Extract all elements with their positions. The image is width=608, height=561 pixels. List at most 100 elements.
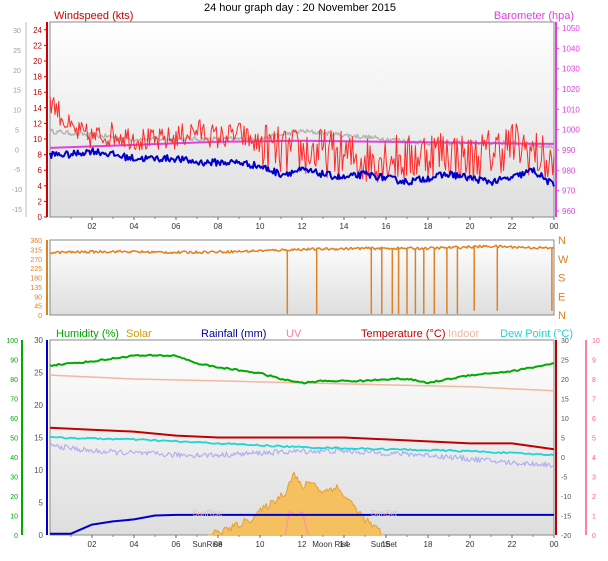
humidity-tick-50: 50 xyxy=(10,436,18,443)
windspeed-tick-2: 2 xyxy=(38,197,43,206)
barometer-axis-title: Barometer (hpa) xyxy=(494,10,574,22)
compass-label-E-3: E xyxy=(558,291,565,303)
p3-xtick-22: 22 xyxy=(508,540,517,549)
legend-humidity: Humidity (%) xyxy=(56,328,119,340)
humidity-tick-0: 0 xyxy=(14,533,18,540)
barometer-tick-1010: 1010 xyxy=(562,105,580,114)
temperature-tick-25: 25 xyxy=(561,358,569,365)
uv-tick-9: 9 xyxy=(592,358,596,365)
temperature-tick-15: 15 xyxy=(561,397,569,404)
direction-tick-315: 315 xyxy=(30,247,42,254)
p3-xtick-14: 14 xyxy=(340,540,349,549)
uv-tick-5: 5 xyxy=(592,436,596,443)
p1-xtick-22: 22 xyxy=(508,222,517,231)
series-rainfall xyxy=(50,513,554,535)
humidity-tick-20: 20 xyxy=(10,494,18,501)
barometer-tick-970: 970 xyxy=(562,187,576,196)
direction-tick-45: 45 xyxy=(34,304,42,311)
rainfall-tick-20: 20 xyxy=(34,401,43,410)
series-temperature xyxy=(49,426,555,451)
weather-axes: 1009080706050403020100302520151050302520… xyxy=(6,336,600,540)
x-axis-panel-1: 02 04 06 08 10 12 14 16 18 20 22 00 xyxy=(70,217,559,231)
windspeed-tick-8: 8 xyxy=(38,151,43,160)
outer-temp-tick-0: 0 xyxy=(15,147,19,154)
sun-label-bottom-1: SunSet xyxy=(371,540,398,549)
outer-temp-axis: 30 25 20 15 10 5 0 -5 -10 -15 xyxy=(12,22,27,217)
p1-xtick-10: 10 xyxy=(256,222,265,231)
barometer-axis: 1050 1040 1030 1020 1010 1000 990 980 970 960 xyxy=(555,22,580,217)
uv-tick-2: 2 xyxy=(592,494,596,501)
p1-xtick-14: 14 xyxy=(340,222,349,231)
windspeed-series xyxy=(49,96,555,187)
p3-xtick-02: 02 xyxy=(88,540,97,549)
legend-solar: Solar xyxy=(126,328,152,340)
p1-xtick-20: 20 xyxy=(466,222,475,231)
series-lavender-trace xyxy=(49,443,555,468)
outer-temp-tick-10: 10 xyxy=(13,108,21,115)
temperature-tick--5: -5 xyxy=(561,475,567,482)
barometer-tick-960: 960 xyxy=(562,207,576,216)
outer-temp-tick--15: -15 xyxy=(12,207,22,214)
temperature-tick-0: 0 xyxy=(561,455,565,462)
series-average-windspeed xyxy=(49,147,555,187)
windspeed-tick-24: 24 xyxy=(33,26,42,35)
rainfall-tick-30: 30 xyxy=(34,336,43,345)
direction-tick-225: 225 xyxy=(30,266,42,273)
windspeed-axis-title: Windspeed (kts) xyxy=(54,10,133,22)
direction-tick-90: 90 xyxy=(34,294,42,301)
p1-xtick-12: 12 xyxy=(298,222,307,231)
windspeed-tick-18: 18 xyxy=(33,73,42,82)
barometer-tick-1040: 1040 xyxy=(562,44,580,53)
chart-title: 24 hour graph day : 20 November 2015 xyxy=(204,2,396,14)
outer-temp-tick--10: -10 xyxy=(12,187,22,194)
humidity-tick-10: 10 xyxy=(10,514,18,521)
temperature-tick--20: -20 xyxy=(561,533,571,540)
compass-label-S-2: S xyxy=(558,273,565,285)
p3-xtick-16: 16 xyxy=(382,540,391,549)
rainfall-tick-10: 10 xyxy=(34,466,43,475)
p1-xtick-06: 06 xyxy=(172,222,181,231)
sun-moon-labels: SunRise SunRise SunSet SunSet Moon Rise xyxy=(192,509,397,549)
barometer-tick-1000: 1000 xyxy=(562,126,580,135)
windspeed-plot-area xyxy=(49,21,555,218)
direction-tick-135: 135 xyxy=(30,285,42,292)
legend-uv: UV xyxy=(286,328,302,340)
series-gust xyxy=(49,96,555,183)
outer-temp-tick-25: 25 xyxy=(13,48,21,55)
compass-label-N-4: N xyxy=(558,310,566,322)
barometer-tick-990: 990 xyxy=(562,146,576,155)
direction-tick-270: 270 xyxy=(30,257,42,264)
windspeed-tick-14: 14 xyxy=(33,104,42,113)
series-humidity xyxy=(49,353,555,385)
uv-tick-0: 0 xyxy=(592,533,596,540)
direction-series xyxy=(49,244,555,314)
uv-tick-8: 8 xyxy=(592,377,596,384)
windspeed-tick-4: 4 xyxy=(38,182,43,191)
barometer-tick-1030: 1030 xyxy=(562,65,580,74)
humidity-tick-80: 80 xyxy=(10,377,18,384)
rainfall-tick-25: 25 xyxy=(34,369,43,378)
direction-degree-axis: 360 315 270 225 180 135 90 45 0 xyxy=(30,238,48,320)
uv-tick-3: 3 xyxy=(592,475,596,482)
p1-xtick-02: 02 xyxy=(88,222,97,231)
uv-tick-10: 10 xyxy=(592,338,600,345)
p3-xtick-04: 04 xyxy=(130,540,139,549)
windspeed-tick-10: 10 xyxy=(33,135,42,144)
direction-tick-360: 360 xyxy=(30,238,42,245)
uv-tick-6: 6 xyxy=(592,416,596,423)
windspeed-tick-12: 12 xyxy=(33,119,42,128)
barometer-tick-1020: 1020 xyxy=(562,85,580,94)
temperature-tick--15: -15 xyxy=(561,514,571,521)
windspeed-tick-16: 16 xyxy=(33,88,42,97)
weather-panel: Humidity (%) Solar Rainfall (mm) UV Temp… xyxy=(6,328,600,549)
windspeed-panel: Windspeed (kts) Barometer (hpa) 30252015… xyxy=(12,10,580,231)
sun-label-top-1: SunSet xyxy=(371,509,398,518)
p3-xtick-10: 10 xyxy=(256,540,265,549)
p1-xtick-08: 08 xyxy=(214,222,223,231)
sun-label-top-0: SunRise xyxy=(192,509,223,518)
p3-xtick-08: 08 xyxy=(214,540,223,549)
temperature-tick-30: 30 xyxy=(561,338,569,345)
